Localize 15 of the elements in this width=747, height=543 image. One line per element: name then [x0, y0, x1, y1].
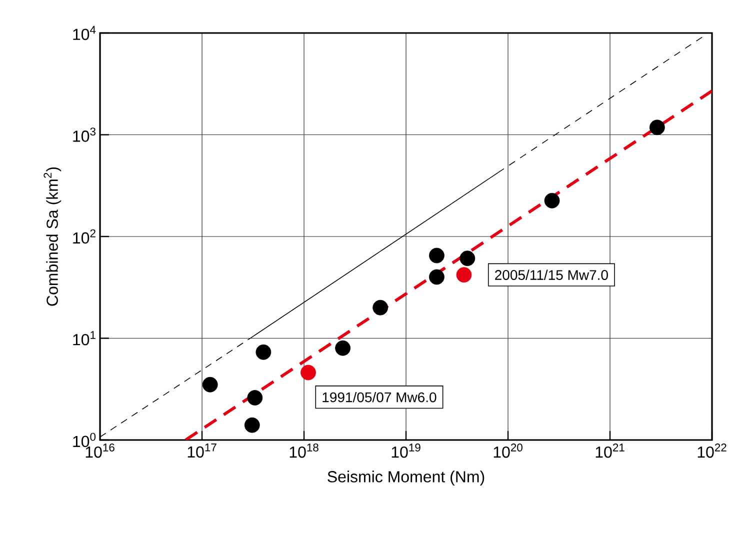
x-tick-label: 10$^{20}$ [494, 444, 522, 458]
annotation: 1991/05/07 Mw6.0 [322, 392, 436, 402]
x-tick-label: 10$^{19}$ [392, 444, 420, 458]
x-tick-label: 10$^{18}$ [290, 444, 318, 458]
y-tick-label: 10$^{1}$ [73, 331, 96, 346]
y-tick-label: 10$^{2}$ [73, 229, 96, 244]
x-axis-title: Seismic Moment (Nm) [328, 470, 484, 486]
annotation: 2005/11/15 Mw7.0 [495, 270, 608, 280]
x-tick-label: 10$^{22}$ [698, 444, 726, 458]
y-tick-label: 10$^{4}$ [73, 26, 96, 40]
y-axis-title: Combined Sa (km$^{2}$) [44, 167, 62, 306]
x-tick-label: 10$^{17}$ [188, 444, 216, 458]
y-tick-label: 10$^{3}$ [73, 128, 96, 142]
x-tick-label: 10$^{21}$ [596, 444, 624, 458]
y-tick-label: 10$^{0}$ [73, 432, 96, 448]
